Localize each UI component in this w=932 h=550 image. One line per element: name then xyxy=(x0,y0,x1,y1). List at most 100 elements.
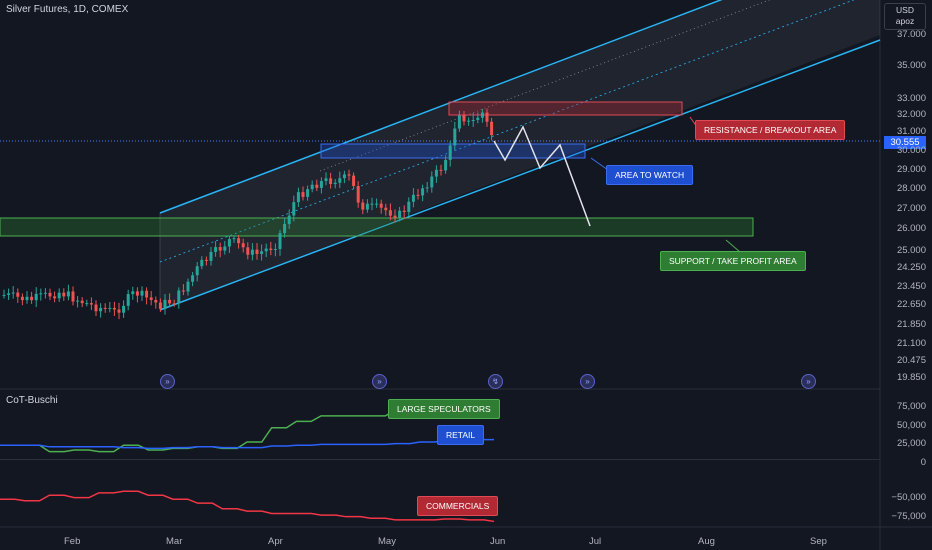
event-marker-icon[interactable]: » xyxy=(801,374,816,389)
candle-body xyxy=(30,296,34,301)
candle-body xyxy=(223,246,227,251)
candle-body xyxy=(108,307,112,309)
candle-body xyxy=(48,292,52,297)
candle-body xyxy=(347,174,351,176)
candle-body xyxy=(103,307,107,309)
candle-body xyxy=(301,192,305,197)
candle-body xyxy=(421,188,425,196)
candle-body xyxy=(255,249,259,254)
candle-body xyxy=(425,187,429,189)
candle-body xyxy=(361,202,365,210)
candle-body xyxy=(467,120,471,122)
event-marker-icon[interactable]: » xyxy=(372,374,387,389)
candle-body xyxy=(43,292,47,294)
cot-tick: 75,000 xyxy=(896,401,926,412)
candle-body xyxy=(209,251,213,261)
price-tick: 27.000 xyxy=(896,203,926,214)
candle-body xyxy=(140,290,144,296)
candle-body xyxy=(352,175,356,187)
price-tick: 31.000 xyxy=(896,126,926,137)
candle-body xyxy=(53,296,57,299)
indicator-title: CoT-Buschi xyxy=(6,395,58,406)
candle-body xyxy=(122,305,126,313)
candle-body xyxy=(76,300,80,302)
candle-body xyxy=(333,182,337,185)
candle-body xyxy=(379,203,383,208)
candle-body xyxy=(66,291,70,297)
candle-body xyxy=(260,251,264,254)
candle-body xyxy=(227,239,231,247)
support-callout[interactable]: SUPPORT / TAKE PROFIT AREA xyxy=(660,251,806,271)
candle-body xyxy=(490,121,494,136)
candle-body xyxy=(80,300,84,304)
candle-body xyxy=(416,194,420,196)
candle-body xyxy=(181,290,185,292)
candle-body xyxy=(25,296,29,301)
currency-label: USD xyxy=(896,5,914,15)
candle-body xyxy=(319,181,323,188)
price-tick: 21.850 xyxy=(896,319,926,330)
candle-body xyxy=(388,210,392,216)
resistance-zone xyxy=(448,101,683,116)
candle-body xyxy=(269,248,273,250)
retail-callout[interactable]: RETAIL xyxy=(437,425,485,445)
candle-body xyxy=(149,297,153,300)
watch-callout[interactable]: AREA TO WATCH xyxy=(606,165,694,185)
candle-body xyxy=(448,145,452,160)
cot-series-line xyxy=(0,438,494,450)
candles-group xyxy=(2,108,494,320)
projection-path xyxy=(493,125,591,227)
cot-tick: −50,000 xyxy=(891,492,926,503)
cot-lines-group xyxy=(0,409,880,523)
candle-body xyxy=(315,184,319,188)
support-zone xyxy=(0,217,754,237)
candle-body xyxy=(453,128,457,146)
candle-body xyxy=(39,293,43,295)
candle-body xyxy=(329,178,333,185)
price-tick: 35.000 xyxy=(896,60,926,71)
lightning-event-icon[interactable]: ↯ xyxy=(488,374,503,389)
candle-body xyxy=(232,238,236,240)
currency-selector[interactable]: USD apoz xyxy=(884,3,926,30)
commercials-callout[interactable]: COMMERCIALS xyxy=(417,496,499,516)
candle-body xyxy=(126,294,130,306)
candle-body xyxy=(158,302,162,309)
price-tick: 24.250 xyxy=(896,262,926,273)
candle-body xyxy=(287,215,291,224)
candle-body xyxy=(85,303,89,305)
candle-body xyxy=(283,223,287,234)
event-marker-icon[interactable]: » xyxy=(160,374,175,389)
candle-body xyxy=(457,115,461,129)
candle-body xyxy=(246,247,250,255)
price-tick: 22.650 xyxy=(896,299,926,310)
candle-body xyxy=(191,275,195,282)
event-marker-icon[interactable]: » xyxy=(580,374,595,389)
candle-body xyxy=(177,290,181,304)
time-tick: Aug xyxy=(698,536,715,547)
candle-body xyxy=(296,192,300,203)
channel-guide-line xyxy=(319,0,771,172)
large-speculators-callout[interactable]: LARGE SPECULATORS xyxy=(388,399,500,419)
candle-body xyxy=(384,207,388,211)
candle-body xyxy=(434,169,438,177)
candle-body xyxy=(278,233,282,249)
candle-body xyxy=(200,259,204,267)
time-tick: Jul xyxy=(589,536,602,547)
resistance-callout[interactable]: RESISTANCE / BREAKOUT AREA xyxy=(695,120,846,140)
candle-body xyxy=(393,215,397,218)
candle-body xyxy=(71,291,75,302)
price-tick: 19.850 xyxy=(896,372,926,383)
channel-upper-line xyxy=(159,0,723,214)
cot-tick: 0 xyxy=(920,457,926,468)
candle-body xyxy=(62,292,66,297)
candle-body xyxy=(163,299,167,309)
time-tick: May xyxy=(378,536,396,547)
candle-body xyxy=(306,189,310,197)
candle-body xyxy=(310,184,314,190)
candle-body xyxy=(11,292,15,294)
candle-body xyxy=(16,292,20,297)
candle-body xyxy=(237,238,241,244)
candle-body xyxy=(365,203,369,210)
